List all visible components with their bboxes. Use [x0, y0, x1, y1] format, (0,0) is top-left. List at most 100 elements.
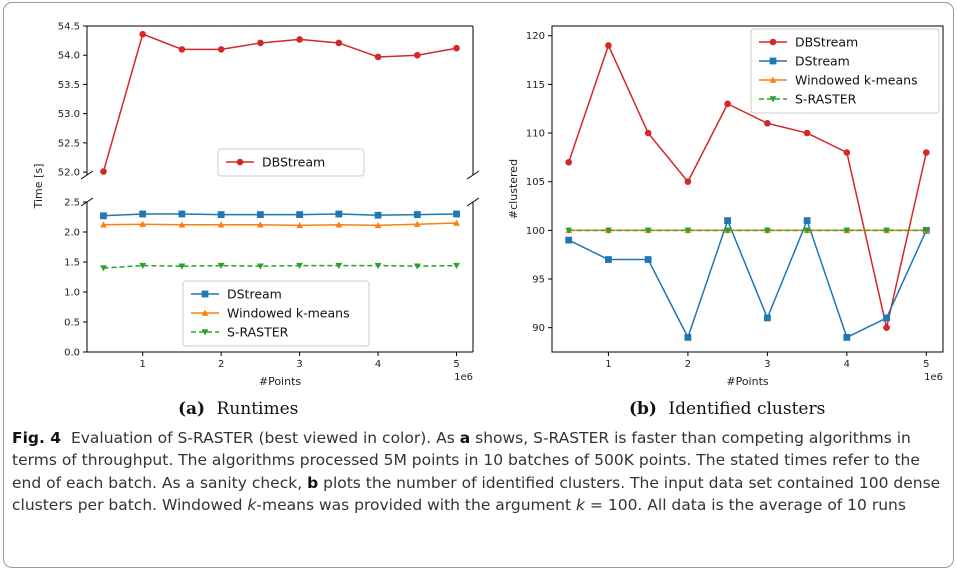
caption-segment: Evaluation of S-RASTER (best viewed in c…	[70, 429, 460, 447]
legend-marker	[769, 38, 777, 46]
data-point	[922, 227, 930, 234]
legend-marker	[201, 290, 209, 298]
y-tick-label: 110	[526, 129, 545, 140]
data-point	[413, 211, 421, 218]
caption-segment: = 100. All data is the average of 10 run…	[585, 496, 906, 515]
x-tick-label: 3	[296, 359, 302, 370]
data-point	[565, 227, 573, 234]
caption-segment: k	[576, 496, 585, 515]
subcaption-a: (a) Runtimes	[178, 399, 298, 419]
y-tick-label: 53.0	[58, 109, 80, 120]
data-point	[217, 211, 225, 218]
legend-marker	[769, 96, 777, 103]
data-point	[178, 263, 186, 270]
data-point	[724, 100, 731, 108]
data-point	[296, 262, 304, 269]
data-point	[684, 227, 692, 234]
data-point	[374, 222, 382, 229]
caption-segment: plots the number of identified clusters.…	[12, 473, 941, 515]
x-tick-label: 2	[218, 359, 224, 370]
legend-marker	[201, 329, 209, 336]
legend-marker	[769, 76, 777, 83]
data-point	[764, 120, 771, 127]
data-point	[335, 39, 343, 47]
subcaption-a-label: (a)	[178, 399, 205, 419]
x-tick-label: 2	[685, 359, 691, 370]
plot-frame	[551, 25, 944, 353]
legend-label: DBStream	[262, 155, 325, 170]
legend-marker	[201, 309, 209, 316]
y-axis-label: #clustered	[507, 159, 520, 219]
x-tick-label: 4	[844, 359, 850, 370]
legend-label: S-RASTER	[227, 325, 289, 340]
subcaption-a-text: Runtimes	[217, 399, 299, 419]
data-point	[413, 51, 421, 59]
y-tick-label: 105	[526, 177, 545, 188]
data-point	[763, 314, 771, 322]
data-point	[256, 211, 264, 218]
data-point	[413, 220, 421, 227]
caption-segment: -means was provided with the argument	[256, 496, 577, 515]
series-line	[103, 264, 457, 269]
data-point	[565, 236, 573, 244]
legend-box	[217, 148, 365, 177]
data-point	[883, 324, 890, 331]
legend-label: DBStream	[795, 35, 858, 50]
x-tick-label: 3	[764, 359, 770, 370]
y-axis-label: Time [s]	[32, 164, 45, 210]
y-tick-label: 115	[526, 80, 545, 91]
data-point	[883, 227, 890, 234]
legend-label: DStream	[227, 287, 282, 302]
x-tick-label: 1	[140, 359, 146, 370]
y-tick-label: 54.0	[58, 51, 80, 62]
data-point	[453, 44, 460, 52]
data-point	[883, 314, 890, 322]
y-tick-label: 2.5	[64, 198, 80, 209]
data-point	[139, 210, 147, 218]
subcaptions: (a) Runtimes (b) Identified clusters	[178, 399, 825, 419]
x-tick-label: 1	[605, 359, 611, 370]
x-axis-label: #Points	[259, 375, 302, 388]
data-point	[644, 129, 652, 137]
data-point	[453, 262, 460, 269]
data-point	[684, 178, 692, 186]
legend-marker	[769, 57, 777, 65]
x-scale-note: 1e6	[454, 372, 473, 383]
figure-label: Fig. 4	[12, 429, 62, 447]
y-tick-label: 1.5	[64, 258, 80, 269]
series-line	[102, 33, 457, 172]
data-point	[644, 227, 652, 234]
data-point	[724, 217, 732, 225]
data-point	[644, 256, 652, 263]
series-line	[568, 218, 927, 340]
axis-break-mark	[80, 170, 94, 180]
data-point	[843, 149, 851, 156]
data-point	[413, 263, 421, 270]
caption-segment: k	[247, 496, 257, 515]
data-point	[605, 256, 612, 263]
data-point	[843, 334, 851, 341]
data-point	[296, 222, 304, 229]
data-point	[100, 168, 107, 175]
identified-clusters-chart: 90 95 100 105 110 115 120 1 2 3 4 5 1e6 #Points #clust…	[507, 25, 944, 388]
x-tick-label: 4	[375, 359, 381, 370]
data-point	[100, 265, 107, 272]
data-point	[374, 262, 382, 269]
data-point	[217, 46, 225, 53]
data-point	[256, 221, 264, 228]
y-tick-label: 100	[526, 226, 545, 237]
y-tick-label: 53.5	[58, 80, 80, 91]
subcaption-b-label: (b)	[629, 399, 657, 419]
data-point	[256, 263, 264, 270]
figure-caption: Fig. 4 Evaluation of S-RASTER (best view…	[12, 427, 942, 517]
axis-break-mark	[466, 170, 480, 180]
y-tick-label: 120	[526, 31, 545, 42]
legend-box	[182, 280, 370, 347]
data-point	[453, 219, 460, 226]
y-tick-label: 52.5	[58, 138, 80, 149]
data-point	[257, 39, 264, 47]
legend-label: Windowed k-means	[795, 73, 918, 88]
x-scale-note: 1e6	[924, 372, 943, 383]
data-point	[803, 227, 811, 234]
